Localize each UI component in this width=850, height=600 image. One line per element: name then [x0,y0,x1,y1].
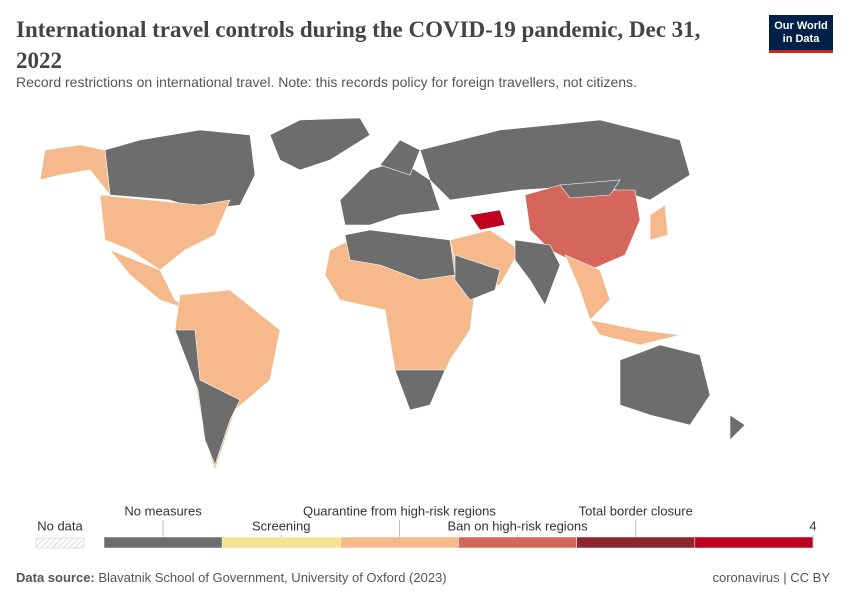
subtitle: Record restrictions on international tra… [16,74,637,90]
countries [39,117,746,471]
europe [339,159,441,226]
usa [99,194,231,271]
title: International travel controls during the… [16,17,701,73]
alaska [39,144,111,196]
legend-label: Screening [252,518,311,533]
legend-label: Quarantine from high-risk regions [303,503,496,518]
india [514,239,561,306]
greenland [269,117,371,171]
legend-label: Total border closure [579,503,693,518]
logo[interactable]: Our World in Data [769,15,833,53]
indonesia [589,319,681,346]
source-label: Data source: [16,570,95,585]
turkmenistan [469,209,506,231]
legend-bin [221,536,341,549]
legend-bin [458,536,577,549]
source: Blavatnik School of Government, Universi… [98,570,447,585]
mongolia [559,179,621,199]
southern-africa [394,369,446,411]
legend-label: No measures [124,503,202,518]
no-data-swatch [35,537,85,549]
andes [174,329,241,466]
legend-bin [103,536,223,549]
logo-line: in Data [782,33,820,45]
south-america [174,289,281,471]
canada [104,129,256,211]
legend-bin [694,536,814,549]
no-data-label: No data [37,518,83,533]
footer-license: coronavirus | CC BY [712,570,830,585]
legend-bin [576,536,696,549]
australia [619,344,711,426]
legend-bin [340,536,459,549]
new-zealand [729,414,746,441]
legend-label: Ban on high-risk regions [447,518,588,533]
southeast-asia [564,254,611,321]
russia [419,119,691,201]
legend-end-label: 4 [809,518,816,533]
arabia [454,254,501,301]
footer-source: Data source: Blavatnik School of Governm… [16,570,447,585]
japan [649,204,669,241]
logo-line: Our World [774,20,828,32]
